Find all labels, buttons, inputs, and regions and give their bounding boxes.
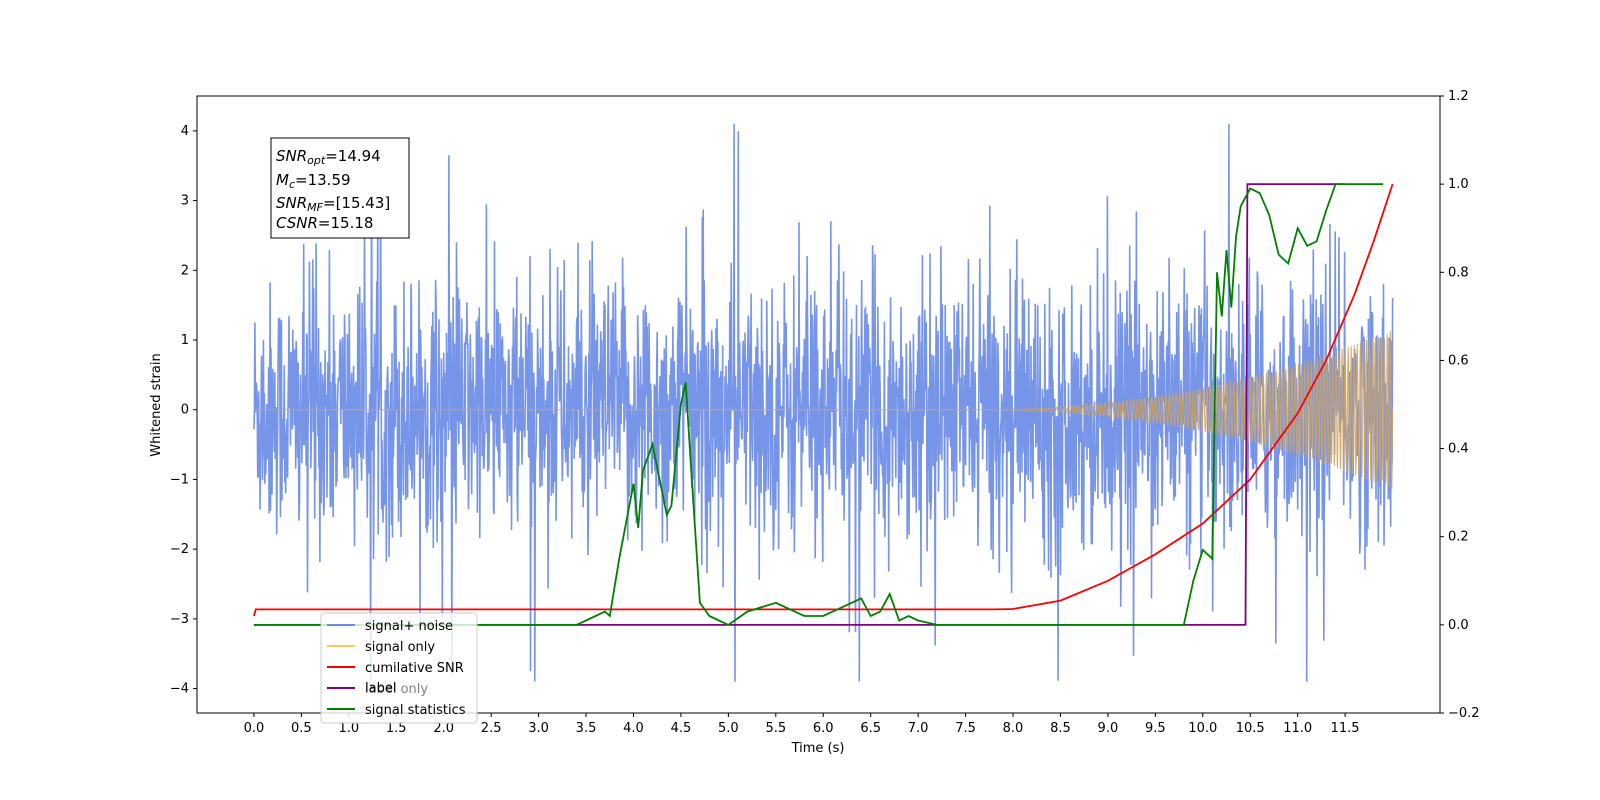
x-tick-label: 11.0 bbox=[1283, 721, 1312, 736]
x-tick-label: 8.0 bbox=[1003, 721, 1024, 736]
y-tick-label: −3 bbox=[170, 612, 189, 627]
series-signal-noise bbox=[253, 123, 1394, 682]
x-tick-label: 8.5 bbox=[1050, 721, 1071, 736]
legend-label-signal-only: signal only bbox=[365, 640, 435, 655]
x-tick-label: 6.5 bbox=[860, 721, 881, 736]
legend-label-signal-statistics: signal statistics bbox=[365, 703, 466, 718]
x-tick-label: 4.5 bbox=[671, 721, 692, 736]
y2-tick-label: −0.2 bbox=[1448, 706, 1480, 721]
y2-tick-label: 0.2 bbox=[1448, 530, 1469, 545]
y-tick-label: 4 bbox=[181, 124, 189, 139]
series-cumulative-snr bbox=[253, 183, 1394, 617]
y-tick-label: 2 bbox=[181, 263, 189, 278]
x-tick-label: 7.5 bbox=[955, 721, 976, 736]
x-tick-label: 0.0 bbox=[244, 721, 265, 736]
y-axis-label: Whitened strain bbox=[149, 353, 164, 456]
x-tick-label: 3.5 bbox=[576, 721, 597, 736]
annotation-mc: Mc=13.59 bbox=[276, 171, 351, 191]
x-tick-label: 9.0 bbox=[1098, 721, 1119, 736]
y2-tick-label: 0.4 bbox=[1448, 442, 1469, 457]
y-tick-label: −2 bbox=[170, 542, 189, 557]
y-axis-right: −0.2 0.0 0.2 0.4 0.6 0.8 1.0 1.2 bbox=[1440, 89, 1480, 721]
annotation-csnr: CSNR=15.18 bbox=[276, 214, 373, 232]
plot-frame bbox=[196, 95, 1441, 714]
y2-tick-label: 0.0 bbox=[1448, 618, 1469, 633]
y-tick-label: −1 bbox=[170, 472, 189, 487]
x-tick-label: 2.0 bbox=[433, 721, 454, 736]
legend-label-label: label bbox=[365, 681, 396, 696]
y-tick-label: −4 bbox=[170, 682, 189, 697]
series-signal-statistics bbox=[253, 183, 1384, 626]
y-axis-left: −4 −3 −2 −1 0 1 2 3 4 bbox=[170, 124, 197, 697]
x-tick-label: 4.0 bbox=[623, 721, 644, 736]
x-tick-label: 10.0 bbox=[1188, 721, 1217, 736]
x-tick-label: 0.5 bbox=[291, 721, 312, 736]
y2-tick-label: 1.2 bbox=[1448, 89, 1469, 104]
series-label bbox=[253, 183, 1346, 626]
plot-area bbox=[253, 123, 1394, 682]
legend-label-cumulative-snr: cumilative SNR bbox=[365, 661, 464, 676]
x-tick-label: 1.0 bbox=[338, 721, 359, 736]
x-tick-label: 5.5 bbox=[765, 721, 786, 736]
x-tick-label: 2.5 bbox=[481, 721, 502, 736]
y2-tick-label: 0.8 bbox=[1448, 265, 1469, 280]
x-tick-label: 9.5 bbox=[1145, 721, 1166, 736]
y-tick-label: 1 bbox=[181, 333, 189, 348]
x-tick-label: 6.0 bbox=[813, 721, 834, 736]
x-tick-label: 7.0 bbox=[908, 721, 929, 736]
annotation-box: SNRopt=14.94 Mc=13.59 SNRMF=[15.43] CSNR… bbox=[270, 137, 410, 239]
x-tick-label: 11.5 bbox=[1331, 721, 1360, 736]
legend-label-hidden: label only bbox=[365, 682, 428, 697]
legend: signal+ noise signal only cumilative SNR… bbox=[320, 612, 478, 724]
x-tick-label: 10.5 bbox=[1236, 721, 1265, 736]
series-signal-only bbox=[253, 330, 1394, 490]
legend-label-signal-noise: signal+ noise bbox=[365, 619, 453, 634]
x-axis-label: Time (s) bbox=[791, 741, 845, 756]
x-tick-label: 1.5 bbox=[386, 721, 407, 736]
annotation-snr-opt: SNRopt=14.94 bbox=[276, 147, 381, 167]
y2-tick-label: 0.6 bbox=[1448, 353, 1469, 368]
x-axis: 0.0 0.5 1.0 1.5 2.0 2.5 3.0 3.5 4.0 4.5 5.0 5.5 6.0 6… bbox=[244, 713, 1360, 736]
x-tick-label: 3.0 bbox=[528, 721, 549, 736]
y-tick-label: 3 bbox=[181, 194, 189, 209]
annotation-snr-mf: SNRMF=[15.43] bbox=[276, 194, 390, 214]
y-tick-label: 0 bbox=[181, 403, 189, 418]
y2-tick-label: 1.0 bbox=[1448, 177, 1469, 192]
x-tick-label: 5.0 bbox=[718, 721, 739, 736]
